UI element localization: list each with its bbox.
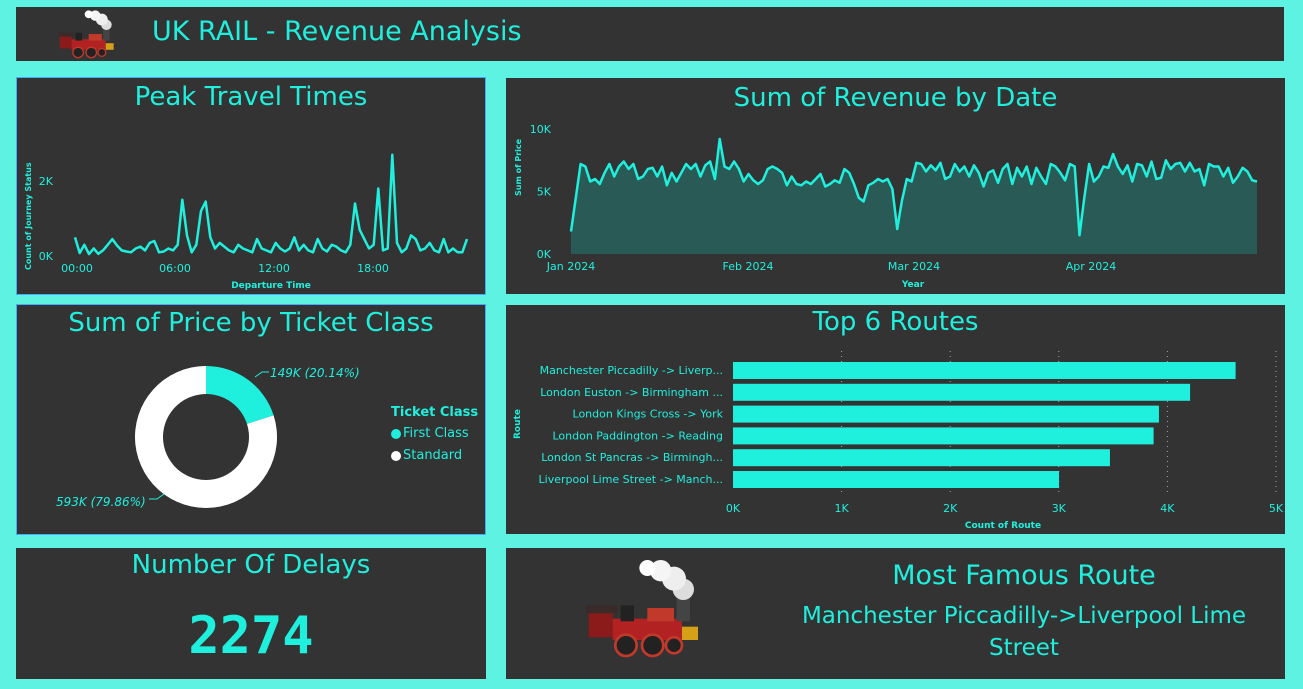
- routes-ylabel: Route: [513, 409, 523, 439]
- route-bar[interactable]: [733, 383, 1191, 401]
- delays-title: Number Of Delays: [131, 550, 371, 580]
- peak-ytick: 2K: [39, 175, 54, 188]
- revenue-xtick: Apr 2024: [1066, 260, 1117, 273]
- peak-xtick: 06:00: [159, 262, 191, 275]
- ticket-class-title: Sum of Price by Ticket Class: [68, 308, 434, 338]
- delays-panel: Number Of Delays 2274: [16, 548, 486, 679]
- legend-item-standard[interactable]: Standard: [391, 448, 478, 463]
- revenue-xlabel: Year: [901, 280, 925, 290]
- peak-travel-chart[interactable]: Count of Journey Status Departure Time 0…: [17, 78, 485, 294]
- route-bar[interactable]: [733, 427, 1154, 445]
- routes-xtick: 2K: [943, 502, 958, 515]
- top-routes-chart[interactable]: Route Count of Route 0K 1K 2K 3K 4K 5K Manche…: [506, 305, 1285, 534]
- routes-xtick: 0K: [726, 502, 741, 515]
- legend-label-first-class: First Class: [403, 426, 469, 441]
- routes-xlabel: Count of Route: [965, 521, 1041, 531]
- revenue-area: [571, 139, 1257, 254]
- route-category-label: London Paddington -> Reading: [552, 429, 723, 442]
- peak-ylabel: Count of Journey Status: [24, 162, 33, 270]
- legend-item-first-class[interactable]: First Class: [391, 426, 478, 441]
- steam-train-icon: [586, 558, 700, 658]
- revenue-xtick: Mar 2024: [888, 260, 940, 273]
- revenue-xtick: Jan 2024: [546, 260, 595, 273]
- first-class-dot-icon: [391, 428, 401, 439]
- peak-xtick: 18:00: [357, 262, 389, 275]
- route-bar[interactable]: [733, 405, 1159, 423]
- famous-route-panel: Most Famous Route Manchester Piccadilly-…: [506, 548, 1285, 679]
- peak-travel-panel[interactable]: Peak Travel Times Count of Journey Statu…: [16, 77, 486, 295]
- ticket-class-panel[interactable]: Sum of Price by Ticket Class 149K (20.14…: [16, 304, 486, 535]
- peak-series-line[interactable]: [73, 153, 469, 256]
- legend-title: Ticket Class: [391, 405, 479, 420]
- revenue-ylabel: Sum of Price: [514, 138, 523, 196]
- first-class-leader-line: [254, 371, 269, 378]
- legend-label-standard: Standard: [403, 448, 463, 463]
- standard-leader-line: [149, 493, 165, 500]
- delays-value: 2274: [188, 606, 314, 666]
- routes-xtick: 5K: [1269, 502, 1284, 515]
- ticket-class-legend: Ticket Class First Class Standard: [391, 405, 478, 470]
- peak-xtick: 12:00: [258, 262, 290, 275]
- revenue-ytick: 0K: [537, 248, 552, 261]
- page-title: UK RAIL - Revenue Analysis: [152, 16, 522, 47]
- standard-data-label: 593K (79.86%): [56, 495, 146, 509]
- routes-xtick: 4K: [1160, 502, 1175, 515]
- route-category-label: London Kings Cross -> York: [573, 408, 724, 421]
- peak-travel-title: Peak Travel Times: [134, 82, 368, 112]
- route-bar[interactable]: [733, 449, 1110, 467]
- route-category-label: London St Pancras -> Birmingh...: [541, 451, 723, 464]
- famous-route-title: Most Famous Route: [892, 560, 1156, 591]
- ticket-class-donut[interactable]: 149K (20.14%) 593K (79.86%): [17, 305, 485, 534]
- routes-xtick: 3K: [1052, 502, 1067, 515]
- route-category-label: Liverpool Lime Street -> Manch...: [539, 473, 723, 486]
- standard-dot-icon: [391, 450, 401, 461]
- steam-train-icon: [57, 9, 115, 59]
- first-class-data-label: 149K (20.14%): [270, 366, 360, 380]
- revenue-series-line[interactable]: [569, 137, 1258, 237]
- revenue-xtick: Feb 2024: [723, 260, 774, 273]
- famous-route-value: Manchester Piccadilly->Liverpool Lime St…: [801, 603, 1247, 661]
- top-routes-title: Top 6 Routes: [812, 307, 979, 337]
- top-routes-panel[interactable]: Top 6 Routes Route Count of Route 0K 1K 2K…: [506, 305, 1285, 534]
- revenue-title: Sum of Revenue by Date: [733, 83, 1058, 113]
- revenue-panel[interactable]: Sum of Revenue by Date Sum of Price Year…: [506, 78, 1285, 294]
- donut-slice-first-class[interactable]: [206, 366, 274, 424]
- route-bar[interactable]: [733, 471, 1060, 488]
- route-category-label: Manchester Piccadilly -> Liverp...: [540, 364, 723, 377]
- peak-xlabel: Departure Time: [231, 281, 311, 291]
- revenue-chart[interactable]: Sum of Price Year Jan 2024 Feb 2024 Mar 20…: [506, 78, 1285, 294]
- peak-ytick: 0K: [39, 250, 54, 263]
- route-category-label: London Euston -> Birmingham ...: [540, 386, 723, 399]
- donut-slice-standard[interactable]: [135, 366, 277, 508]
- header-bar: UK RAIL - Revenue Analysis: [16, 7, 1284, 61]
- peak-xtick: 00:00: [61, 262, 93, 275]
- route-bar[interactable]: [733, 362, 1236, 379]
- revenue-ytick: 10K: [530, 123, 552, 136]
- routes-xtick: 1K: [834, 502, 849, 515]
- revenue-ytick: 5K: [537, 186, 552, 199]
